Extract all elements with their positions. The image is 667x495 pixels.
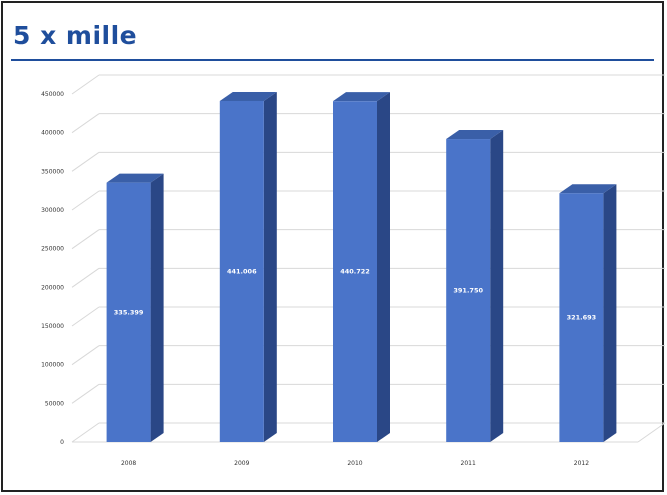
gridline-depth <box>71 345 100 366</box>
y-tick-label: 100000 <box>41 362 64 369</box>
bar: 335.399 <box>106 173 164 443</box>
bar-side <box>150 173 164 443</box>
x-axis-ticks: 2008 2009 2010 2011 2012 <box>121 460 589 467</box>
bar-front <box>446 139 491 442</box>
bar: 321.693 <box>559 184 617 443</box>
bar-top <box>219 91 277 101</box>
bar-top <box>559 184 617 194</box>
x-tick-label: 2008 <box>121 460 136 467</box>
bar-side <box>490 130 504 442</box>
bar-front <box>333 101 377 442</box>
y-tick-label: 450000 <box>41 91 64 98</box>
y-tick-label: 50000 <box>45 400 64 407</box>
y-tick-label: 150000 <box>41 323 64 330</box>
bar-top <box>333 92 390 102</box>
bar-top <box>446 130 504 140</box>
gridline-depth <box>71 151 100 172</box>
x-tick-label: 2010 <box>347 460 362 467</box>
gridline-depth <box>71 306 100 327</box>
title-divider <box>11 59 654 61</box>
gridline-depth <box>71 383 100 404</box>
bar-front <box>559 193 604 442</box>
data-label: 391.750 <box>453 287 483 295</box>
data-label: 321.693 <box>567 314 597 322</box>
bar-side <box>377 92 390 442</box>
page-title: 5 x mille <box>13 21 138 50</box>
gridline-depth <box>71 113 100 134</box>
gridline-depth <box>71 229 100 250</box>
x-tick-label: 2009 <box>234 460 249 467</box>
bar-front <box>219 100 264 443</box>
bar-side <box>603 184 617 443</box>
y-tick-label: 200000 <box>41 284 64 291</box>
y-tick-label: 0 <box>60 439 64 446</box>
y-axis-ticks: 0 50000 100000 150000 200000 250000 300000 3500… <box>41 91 64 446</box>
x-tick-label: 2011 <box>461 460 476 467</box>
bar-top <box>106 173 164 183</box>
bar-side <box>263 91 277 443</box>
gridline-depth <box>71 74 100 95</box>
x-tick-label: 2012 <box>574 460 589 467</box>
bar: 391.750 <box>446 130 504 442</box>
bar-front <box>106 182 151 443</box>
y-tick-label: 400000 <box>41 130 64 137</box>
y-tick-label: 350000 <box>41 168 64 175</box>
data-label: 440.722 <box>340 268 370 276</box>
gridline-depth <box>71 190 100 211</box>
y-tick-label: 250000 <box>41 246 64 253</box>
data-label: 335.399 <box>114 308 144 316</box>
gridline-depth <box>71 267 100 288</box>
bars: 335.399 441.006 440.722 391.750 321.693 <box>106 91 617 443</box>
bar: 440.722 <box>333 92 390 442</box>
bar: 441.006 <box>219 91 277 443</box>
data-label: 441.006 <box>227 267 257 275</box>
y-tick-label: 300000 <box>41 207 64 214</box>
gridline-depth <box>71 422 100 443</box>
floor-right-edge <box>637 422 666 443</box>
